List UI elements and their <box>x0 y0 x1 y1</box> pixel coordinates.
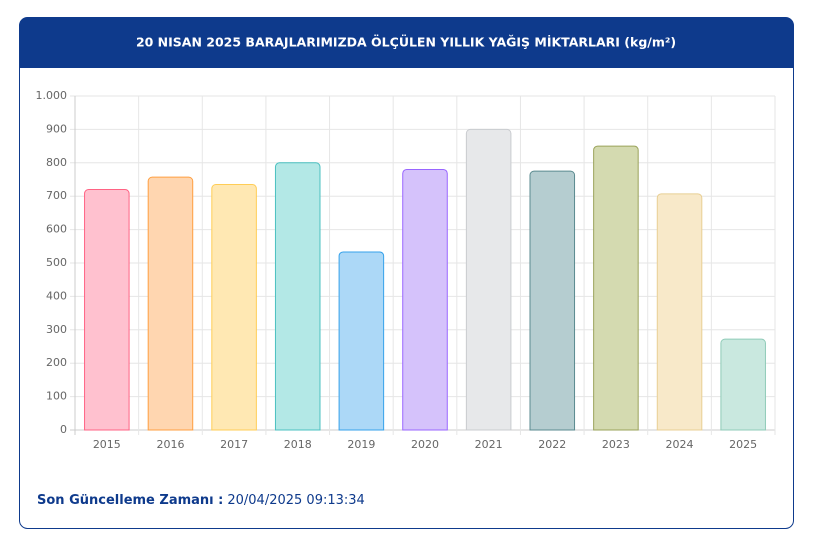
x-tick-label: 2018 <box>284 438 312 451</box>
bar <box>593 145 639 431</box>
x-tick-label: 2019 <box>347 438 375 451</box>
x-tick-label: 2015 <box>93 438 121 451</box>
bar <box>274 162 321 431</box>
bar <box>338 251 385 431</box>
y-tick-label: 800 <box>46 156 67 169</box>
bar <box>656 193 703 431</box>
bar <box>465 128 512 431</box>
x-tick-label: 2017 <box>220 438 248 451</box>
x-tick-label: 2016 <box>156 438 184 451</box>
y-tick-label: 300 <box>46 323 67 336</box>
y-tick-label: 100 <box>46 390 67 403</box>
y-tick-label: 500 <box>46 256 67 269</box>
x-tick-label: 2025 <box>729 438 757 451</box>
chart-title: 20 NISAN 2025 BARAJLARIMIZDA ÖLÇÜLEN YIL… <box>136 35 676 50</box>
footer-label: Son Güncelleme Zamanı : <box>37 493 223 508</box>
y-tick-label: 600 <box>46 223 67 236</box>
x-tick-label: 2020 <box>411 438 439 451</box>
bar <box>211 184 257 431</box>
bar <box>720 338 766 431</box>
bar <box>529 170 576 431</box>
x-tick-label: 2021 <box>475 438 503 451</box>
x-tick-label: 2023 <box>602 438 630 451</box>
y-tick-label: 400 <box>46 289 67 302</box>
bar <box>147 176 194 431</box>
bar <box>402 168 448 431</box>
x-tick-label: 2024 <box>666 438 694 451</box>
bar <box>84 189 130 431</box>
y-tick-label: 900 <box>46 122 67 135</box>
card-header <box>19 17 794 68</box>
y-tick-label: 200 <box>46 356 67 369</box>
y-tick-label: 1.000 <box>36 89 68 102</box>
footer-value: 20/04/2025 09:13:34 <box>227 493 364 508</box>
y-tick-label: 700 <box>46 189 67 202</box>
footer: Son Güncelleme Zamanı : 20/04/2025 09:13:… <box>37 493 365 508</box>
x-tick-label: 2022 <box>538 438 566 451</box>
y-tick-label: 0 <box>60 423 67 436</box>
